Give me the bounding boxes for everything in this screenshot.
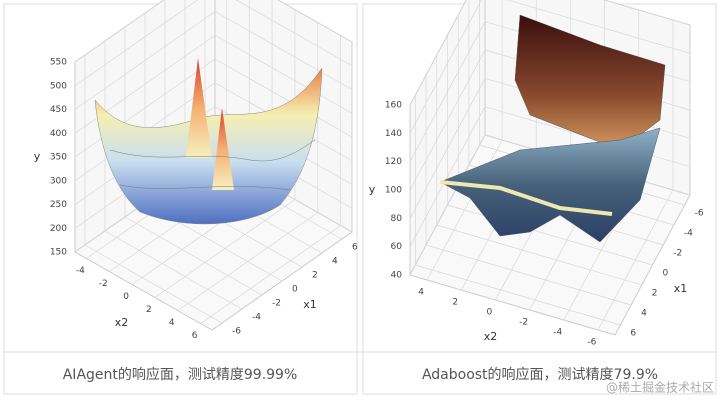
x1-tick-label: 6: [630, 329, 636, 339]
x2-tick-label: -4: [553, 328, 562, 338]
grid-line: [506, 0, 691, 54]
y-tick-label: 160: [385, 101, 402, 111]
x1-tick-label: 4: [641, 309, 647, 319]
y-tick-label: 200: [50, 224, 67, 234]
surfaces: [94, 14, 666, 243]
x2-tick-label: 0: [487, 308, 493, 318]
x2-tick-label: -2: [519, 318, 528, 328]
x1-tick-label: 6: [352, 243, 358, 253]
y-axis-label: y: [369, 183, 376, 196]
x1-tick-label: 2: [652, 289, 658, 299]
x2-tick-label: -6: [587, 338, 596, 348]
y-tick-label: 150: [50, 248, 67, 258]
y-tick-label: 350: [50, 153, 67, 163]
surface-peak: [186, 58, 212, 158]
x2-tick-label: 6: [192, 331, 198, 341]
x1-tick-label: -6: [232, 327, 241, 337]
x1-tick-label: 0: [663, 269, 669, 279]
x2-axis-label: x2: [484, 330, 498, 343]
x2-tick-label: -2: [99, 279, 108, 289]
surface-mesh: [109, 139, 316, 191]
grid-line: [214, 11, 353, 90]
x1-tick-label: -4: [684, 229, 693, 239]
grid-line: [214, 34, 353, 114]
x1-tick-label: 2: [312, 271, 318, 281]
x2-tick-label: 2: [146, 305, 152, 315]
surface-peak: [212, 108, 234, 190]
y-tick-label: 500: [50, 81, 67, 91]
x1-axis-label: x1: [674, 282, 688, 295]
y-tick-label: 80: [391, 214, 403, 224]
grid-line: [84, 244, 223, 324]
y-tick-label: 60: [391, 242, 403, 252]
x2-tick-label: 0: [123, 292, 129, 302]
y-tick-label: 550: [50, 58, 67, 68]
grid-line: [235, 0, 353, 67]
grid-line: [436, 224, 642, 286]
grid-line: [415, 264, 621, 326]
y-tick-label: 250: [50, 200, 67, 210]
x2-tick-label: 4: [418, 288, 424, 298]
x2-axis-label: x2: [115, 316, 129, 329]
x1-tick-label: -2: [673, 249, 682, 259]
grid-line: [124, 216, 263, 296]
grid-line: [603, 0, 691, 26]
y-tick-label: 120: [385, 157, 402, 167]
y-tick-label: 400: [50, 129, 67, 139]
y-axis-label: y: [34, 150, 41, 163]
y-tick-label: 450: [50, 105, 67, 115]
x2-tick-label: 4: [169, 318, 175, 328]
x2-tick-label: -4: [76, 266, 85, 276]
x1-axis-label: x1: [303, 298, 317, 311]
x1-tick-label: 4: [332, 257, 338, 267]
caption: Adaboost的响应面，测试精度79.9%: [422, 366, 658, 383]
caption: AIAgent的响应面，测试精度99.99%: [63, 366, 298, 383]
grid-line: [214, 58, 353, 138]
grid-line: [425, 244, 632, 306]
y-tick-label: 300: [50, 176, 67, 186]
x1-tick-label: -2: [272, 299, 281, 309]
surface-edge: [439, 180, 613, 216]
grid-line: [447, 204, 653, 266]
watermark: @稀土掘金技术社区: [606, 380, 714, 395]
grid-line: [104, 230, 243, 310]
x1-tick-label: -6: [695, 209, 704, 219]
y-tick-label: 100: [385, 186, 402, 196]
y-tick-label: 40: [391, 271, 403, 281]
x2-tick-label: 2: [452, 298, 458, 308]
x1-tick-label: 0: [292, 285, 298, 295]
grid-line: [277, 0, 353, 43]
y-tick-label: 140: [385, 129, 402, 139]
x1-tick-label: -4: [252, 313, 261, 323]
